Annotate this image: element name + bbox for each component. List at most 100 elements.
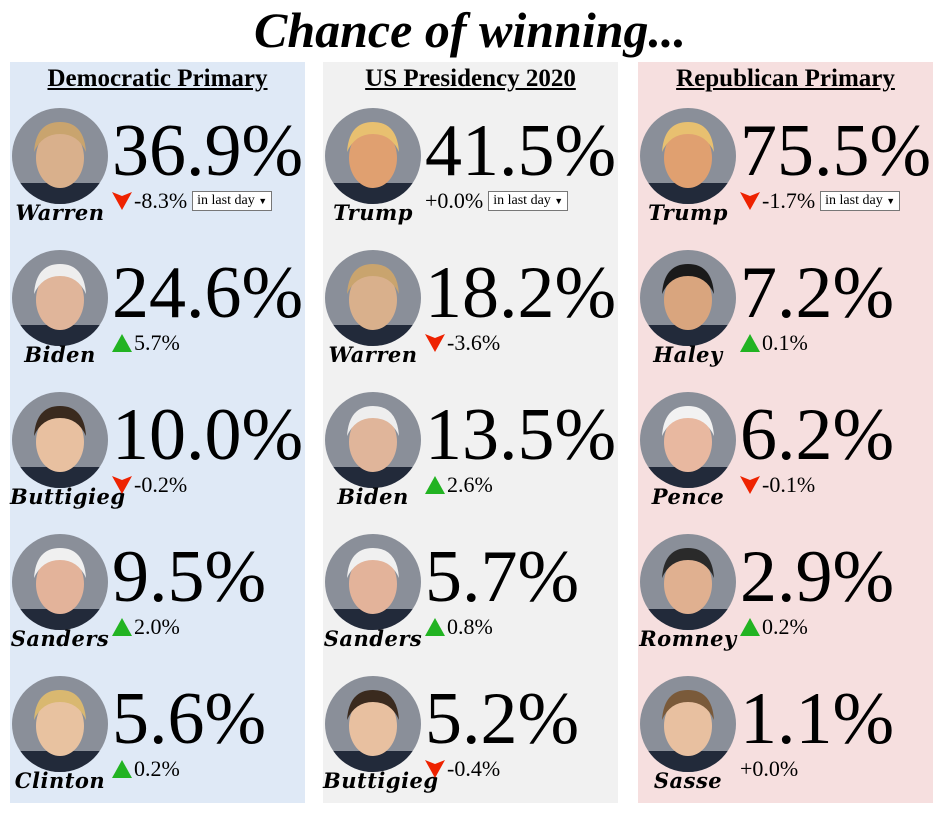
change-value: 0.2%	[762, 614, 808, 639]
candidate-photo	[640, 392, 736, 488]
win-percentage: 1.1%	[740, 678, 895, 760]
change-line: +0.0%	[740, 756, 798, 782]
candidate-photo	[12, 392, 108, 488]
candidate-name: Clinton	[14, 768, 106, 793]
change-line: 2.0%	[112, 614, 180, 640]
change-line: 0.8%	[425, 614, 493, 640]
candidate-name: Pence	[651, 484, 725, 509]
change-value: -1.7%	[762, 188, 816, 213]
win-percentage: 2.9%	[740, 536, 895, 618]
candidate-photo	[325, 676, 421, 772]
candidate-row: Sanders 9.5% 2.0%	[10, 534, 305, 676]
down-arrow-icon	[112, 192, 132, 210]
candidate-name: Warren	[328, 342, 418, 367]
candidate-row: Buttigieg 10.0% -0.2%	[10, 392, 305, 534]
candidate-name: Haley	[653, 342, 723, 367]
candidate-photo	[640, 534, 736, 630]
panel-header[interactable]: US Presidency 2020	[365, 65, 576, 92]
change-value: 2.6%	[447, 472, 493, 497]
period-select-value: in last day	[825, 193, 883, 208]
up-arrow-icon	[112, 334, 132, 352]
candidate-row: Buttigieg 5.2% -0.4%	[323, 676, 618, 818]
change-value: -0.2%	[134, 472, 188, 497]
up-arrow-icon	[112, 760, 132, 778]
candidate-row: Biden 24.6% 5.7%	[10, 250, 305, 392]
win-percentage: 24.6%	[112, 252, 304, 334]
period-select-value: in last day	[197, 193, 255, 208]
change-value: 5.7%	[134, 330, 180, 355]
candidate-name: Warren	[15, 200, 105, 225]
candidate-row: Pence 6.2% -0.1%	[638, 392, 933, 534]
change-line: 0.1%	[740, 330, 808, 356]
change-value: -3.6%	[447, 330, 501, 355]
change-line: -0.1%	[740, 472, 815, 498]
candidate-name: Sanders	[323, 626, 423, 651]
win-percentage: 5.7%	[425, 536, 580, 618]
change-value: 0.2%	[134, 756, 180, 781]
up-arrow-icon	[112, 618, 132, 636]
candidate-photo	[640, 676, 736, 772]
candidate-row: Warren 18.2% -3.6%	[323, 250, 618, 392]
up-arrow-icon	[740, 334, 760, 352]
change-line: -1.7% in last day ▼	[740, 188, 901, 214]
candidate-row: Sanders 5.7% 0.8%	[323, 534, 618, 676]
change-line: 5.7%	[112, 330, 180, 356]
candidate-photo	[325, 392, 421, 488]
change-line: 0.2%	[112, 756, 180, 782]
change-line: 2.6%	[425, 472, 493, 498]
panel-democratic-primary: Democratic Primary Warren 36.9% -8.3% in …	[10, 62, 305, 803]
candidate-photo	[640, 250, 736, 346]
panel-header[interactable]: Democratic Primary	[47, 65, 268, 92]
change-value: 0.8%	[447, 614, 493, 639]
candidate-row: Haley 7.2% 0.1%	[638, 250, 933, 392]
change-line: -3.6%	[425, 330, 500, 356]
candidate-row: Trump 75.5% -1.7% in last day ▼	[638, 108, 933, 250]
candidate-row: Biden 13.5% 2.6%	[323, 392, 618, 534]
candidate-photo	[325, 108, 421, 204]
panel-header[interactable]: Republican Primary	[676, 65, 895, 92]
win-percentage: 5.2%	[425, 678, 580, 760]
candidate-photo	[12, 108, 108, 204]
panel-republican-primary: Republican Primary Trump 75.5% -1.7% in l…	[638, 62, 933, 803]
win-percentage: 13.5%	[425, 394, 617, 476]
down-arrow-icon	[740, 192, 760, 210]
candidate-photo	[325, 250, 421, 346]
dropdown-arrow-icon: ▼	[258, 196, 268, 206]
candidate-photo	[12, 534, 108, 630]
candidate-photo	[325, 534, 421, 630]
period-select[interactable]: in last day ▼	[820, 191, 901, 211]
change-value: 0.1%	[762, 330, 808, 355]
candidate-row: Sasse 1.1% +0.0%	[638, 676, 933, 818]
candidate-name: Sanders	[10, 626, 110, 651]
candidate-name: Biden	[337, 484, 409, 509]
win-percentage: 5.6%	[112, 678, 267, 760]
win-percentage: 18.2%	[425, 252, 617, 334]
up-arrow-icon	[425, 618, 445, 636]
candidate-photo	[12, 250, 108, 346]
candidate-name: Romney	[639, 626, 737, 651]
candidate-row: Trump 41.5% +0.0% in last day ▼	[323, 108, 618, 250]
win-percentage: 41.5%	[425, 110, 617, 192]
period-select-value: in last day	[493, 193, 551, 208]
down-arrow-icon	[740, 476, 760, 494]
candidate-name: Sasse	[653, 768, 723, 793]
candidate-name: Trump	[333, 200, 413, 225]
down-arrow-icon	[425, 334, 445, 352]
change-value: +0.0%	[425, 188, 484, 213]
win-percentage: 75.5%	[740, 110, 932, 192]
change-line: 0.2%	[740, 614, 808, 640]
change-value: +0.0%	[740, 756, 799, 781]
period-select[interactable]: in last day ▼	[488, 191, 569, 211]
change-line: -0.4%	[425, 756, 500, 782]
dropdown-arrow-icon: ▼	[554, 196, 564, 206]
change-value: -0.1%	[762, 472, 816, 497]
period-select[interactable]: in last day ▼	[192, 191, 273, 211]
change-value: -8.3%	[134, 188, 188, 213]
candidate-row: Warren 36.9% -8.3% in last day ▼	[10, 108, 305, 250]
candidate-photo	[12, 676, 108, 772]
win-percentage: 10.0%	[112, 394, 304, 476]
candidate-name: Biden	[24, 342, 96, 367]
win-percentage: 9.5%	[112, 536, 267, 618]
page-title: Chance of winning...	[253, 2, 687, 58]
candidate-row: Clinton 5.6% 0.2%	[10, 676, 305, 818]
